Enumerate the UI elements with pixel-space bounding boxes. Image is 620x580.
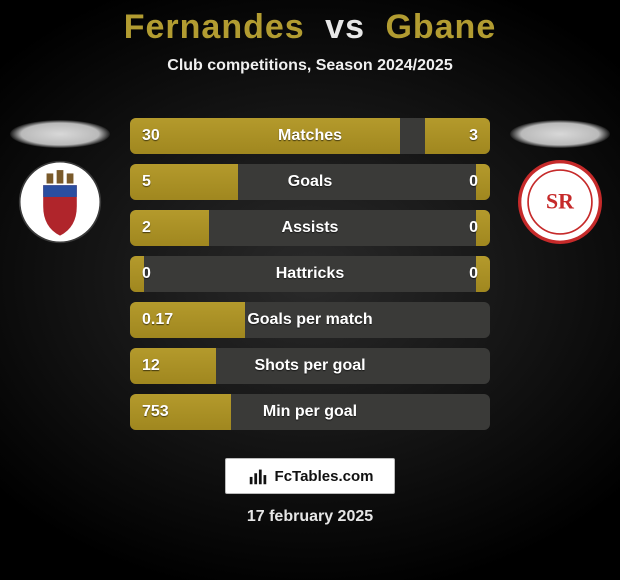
content-root: Fernandes vs Gbane Club competitions, Se… — [0, 0, 620, 580]
svg-text:SR: SR — [546, 190, 574, 214]
title-player-1: Fernandes — [124, 8, 305, 46]
stat-bar: Min per goal753 — [130, 394, 490, 430]
left-crest-shadow — [10, 120, 110, 148]
stats-bar-container: Matches303Goals50Assists20Hattricks00Goa… — [130, 118, 490, 440]
brand-chart-icon — [247, 465, 269, 487]
stat-bar: Hattricks0 0 — [130, 256, 490, 292]
stat-bar: Shots per goal12 — [130, 348, 490, 384]
stat-bar-label: Shots per goal — [130, 348, 490, 384]
right-crest-container: SR — [510, 120, 610, 290]
stat-bar-label: Goals — [130, 164, 490, 200]
right-crest-svg: SR — [518, 160, 602, 244]
stat-bar-value-left: 12 — [142, 348, 160, 384]
right-crest-badge: SR — [518, 160, 602, 244]
stat-bar-label: Goals per match — [130, 302, 490, 338]
stat-bar: Goals5 0 — [130, 164, 490, 200]
stat-bar-value-left: 30 — [142, 118, 160, 154]
page-title: Fernandes vs Gbane — [0, 0, 620, 47]
stat-bar-value-right: 0 — [469, 256, 478, 292]
stat-bar-label: Assists — [130, 210, 490, 246]
title-player-2: Gbane — [385, 8, 496, 46]
footer-brand-box: FcTables.com — [225, 458, 395, 494]
stat-bar-label: Hattricks — [130, 256, 490, 292]
stat-bar-value-left: 5 — [142, 164, 151, 200]
footer-brand-text: FcTables.com — [275, 468, 374, 485]
stat-bar-value-right: 0 — [469, 210, 478, 246]
stat-bar-value-left: 753 — [142, 394, 169, 430]
left-crest-inner — [18, 160, 102, 244]
stat-bar-value-left: 0 — [142, 256, 151, 292]
stat-bar-value-right: 0 — [469, 164, 478, 200]
stat-bar-value-right: 3 — [469, 118, 478, 154]
stat-bar-value-left: 2 — [142, 210, 151, 246]
stat-bar-label: Min per goal — [130, 394, 490, 430]
stat-bar: Goals per match0.17 — [130, 302, 490, 338]
stat-bar: Matches30 3 — [130, 118, 490, 154]
right-crest-inner: SR — [518, 160, 602, 244]
footer-date: 17 february 2025 — [0, 508, 620, 526]
left-crest-container — [10, 120, 110, 290]
title-vs: vs — [325, 8, 365, 46]
left-crest-svg — [18, 160, 102, 244]
right-crest-shadow — [510, 120, 610, 148]
left-crest-badge — [18, 160, 102, 244]
stat-bar: Assists2 0 — [130, 210, 490, 246]
stat-bar-value-left: 0.17 — [142, 302, 173, 338]
stat-bar-label: Matches — [130, 118, 490, 154]
subtitle: Club competitions, Season 2024/2025 — [0, 57, 620, 75]
